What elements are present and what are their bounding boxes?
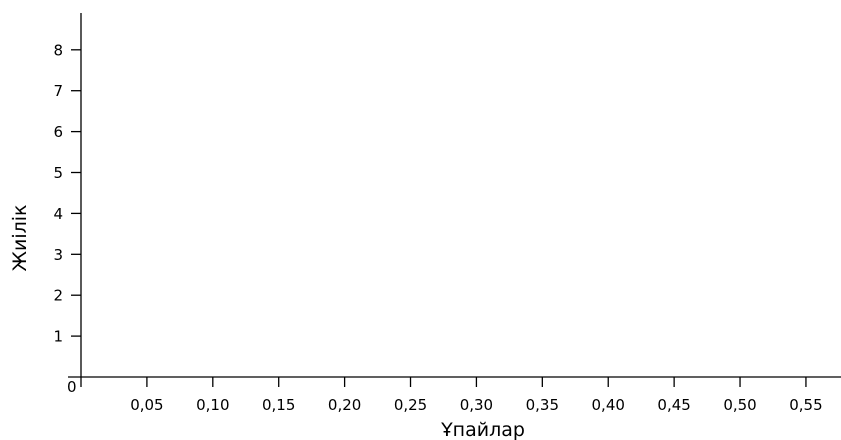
y-tick-label: 1 bbox=[53, 328, 63, 346]
x-axis-ticks: 0,05 0,10 0,15 0,20 0,25 0,30 0,35 0,40 0,45 0,50… bbox=[130, 377, 823, 414]
x-tick-label: 0,15 bbox=[262, 396, 295, 414]
origin-label: 0 bbox=[67, 378, 77, 396]
x-tick-label: 0,25 bbox=[394, 396, 427, 414]
y-tick-label: 2 bbox=[53, 287, 63, 305]
y-tick-label: 7 bbox=[53, 82, 63, 100]
x-tick-label: 0,05 bbox=[130, 396, 163, 414]
x-tick-label: 0,20 bbox=[328, 396, 361, 414]
y-axis-ticks: 1 2 3 4 5 6 7 8 bbox=[53, 41, 81, 346]
x-tick-label: 0,55 bbox=[789, 396, 822, 414]
x-tick-label: 0,50 bbox=[723, 396, 756, 414]
y-tick-label: 6 bbox=[53, 123, 63, 141]
y-axis-title: Жиілік bbox=[9, 205, 31, 272]
y-tick-label: 5 bbox=[53, 164, 63, 182]
x-tick-label: 0,30 bbox=[460, 396, 493, 414]
y-tick-label: 8 bbox=[53, 41, 63, 59]
x-tick-label: 0,40 bbox=[592, 396, 625, 414]
x-tick-label: 0,10 bbox=[196, 396, 229, 414]
x-axis-title: Ұпайлар bbox=[440, 419, 525, 440]
x-tick-label: 0,45 bbox=[657, 396, 690, 414]
y-tick-label: 3 bbox=[53, 246, 63, 264]
x-tick-label: 0,35 bbox=[526, 396, 559, 414]
y-tick-label: 4 bbox=[53, 205, 63, 223]
